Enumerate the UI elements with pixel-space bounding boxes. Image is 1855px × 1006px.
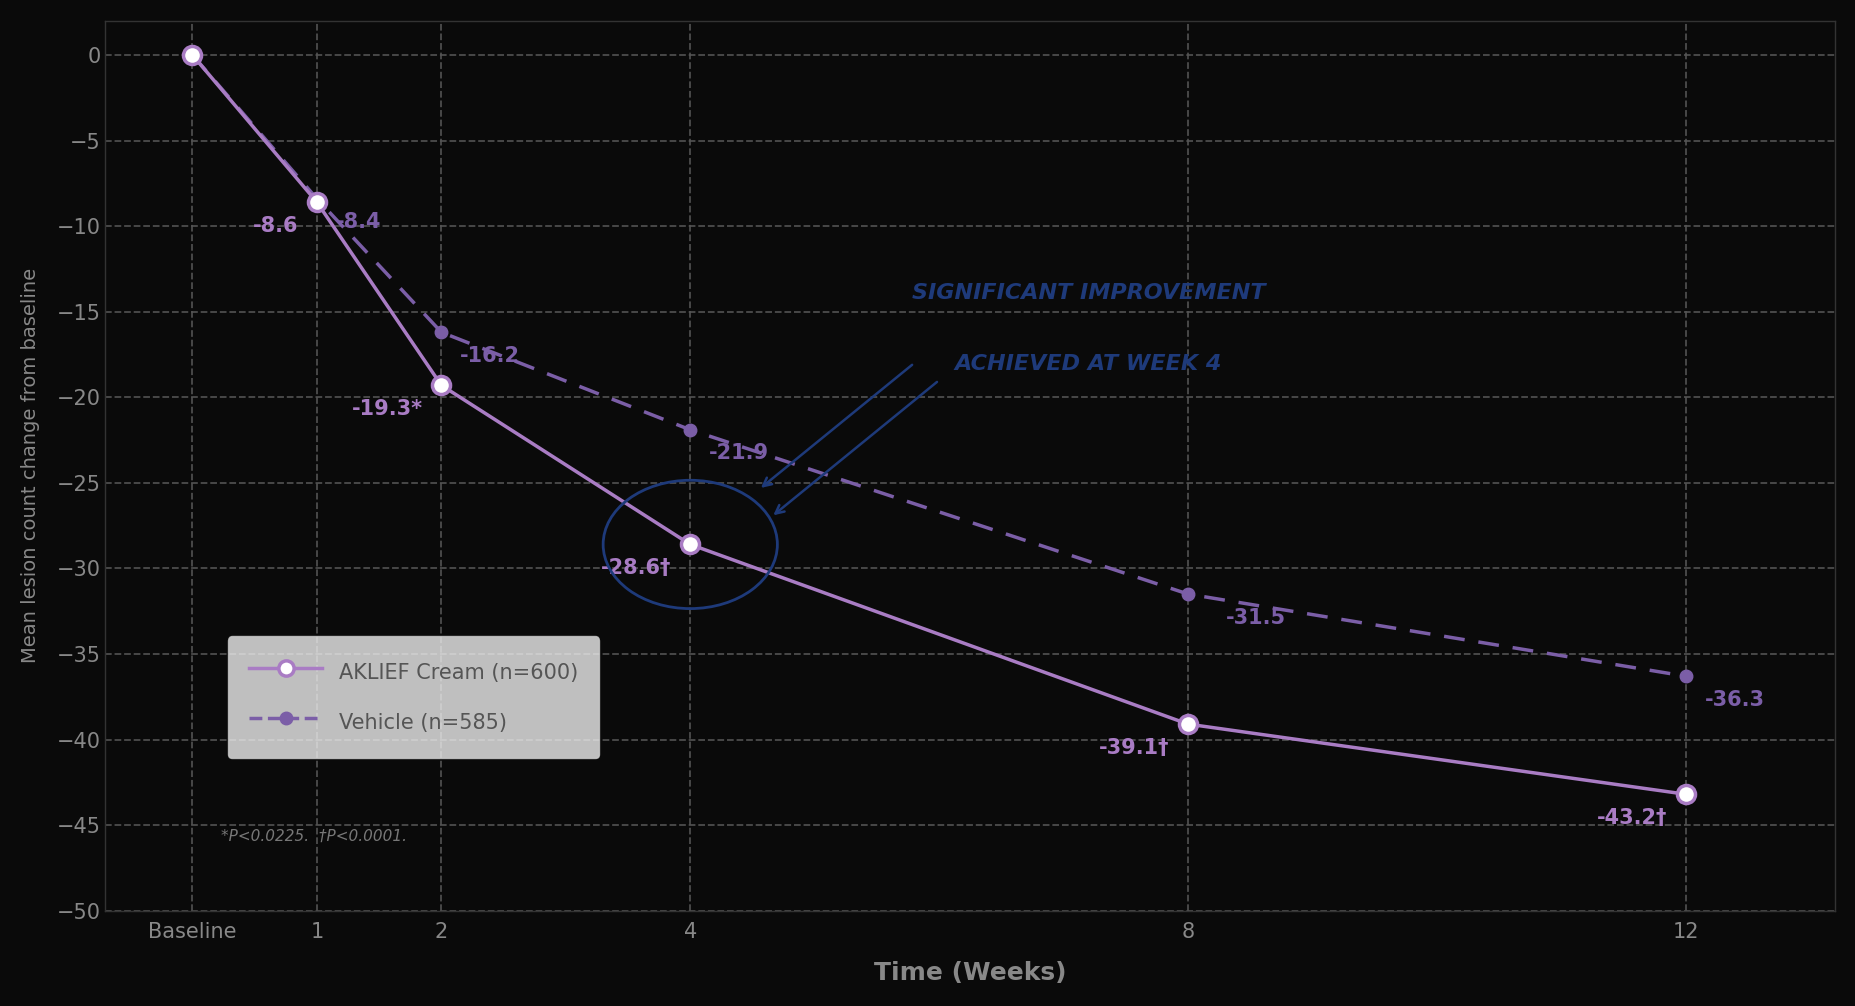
Text: -8.4: -8.4 bbox=[336, 212, 380, 232]
Text: -8.6: -8.6 bbox=[252, 216, 299, 235]
Legend: AKLIEF Cream (n=600), Vehicle (n=585): AKLIEF Cream (n=600), Vehicle (n=585) bbox=[228, 637, 599, 758]
Text: -31.5: -31.5 bbox=[1224, 608, 1286, 628]
Y-axis label: Mean lesion count change from baseline: Mean lesion count change from baseline bbox=[20, 269, 39, 663]
Text: ACHIEVED AT WEEK 4: ACHIEVED AT WEEK 4 bbox=[953, 354, 1221, 374]
Text: -19.3*: -19.3* bbox=[351, 399, 423, 418]
Text: -36.3: -36.3 bbox=[1703, 690, 1764, 710]
Text: SIGNIFICANT IMPROVEMENT: SIGNIFICANT IMPROVEMENT bbox=[911, 283, 1265, 303]
Text: *P<0.0225.  †P<0.0001.: *P<0.0225. †P<0.0001. bbox=[221, 829, 406, 844]
Text: -21.9: -21.9 bbox=[709, 444, 768, 464]
Text: -43.2†: -43.2† bbox=[1595, 808, 1666, 828]
X-axis label: Time (Weeks): Time (Weeks) bbox=[874, 961, 1067, 985]
Text: -28.6†: -28.6† bbox=[601, 558, 672, 578]
Text: -39.1†: -39.1† bbox=[1098, 737, 1169, 758]
Text: -16.2: -16.2 bbox=[460, 346, 519, 366]
